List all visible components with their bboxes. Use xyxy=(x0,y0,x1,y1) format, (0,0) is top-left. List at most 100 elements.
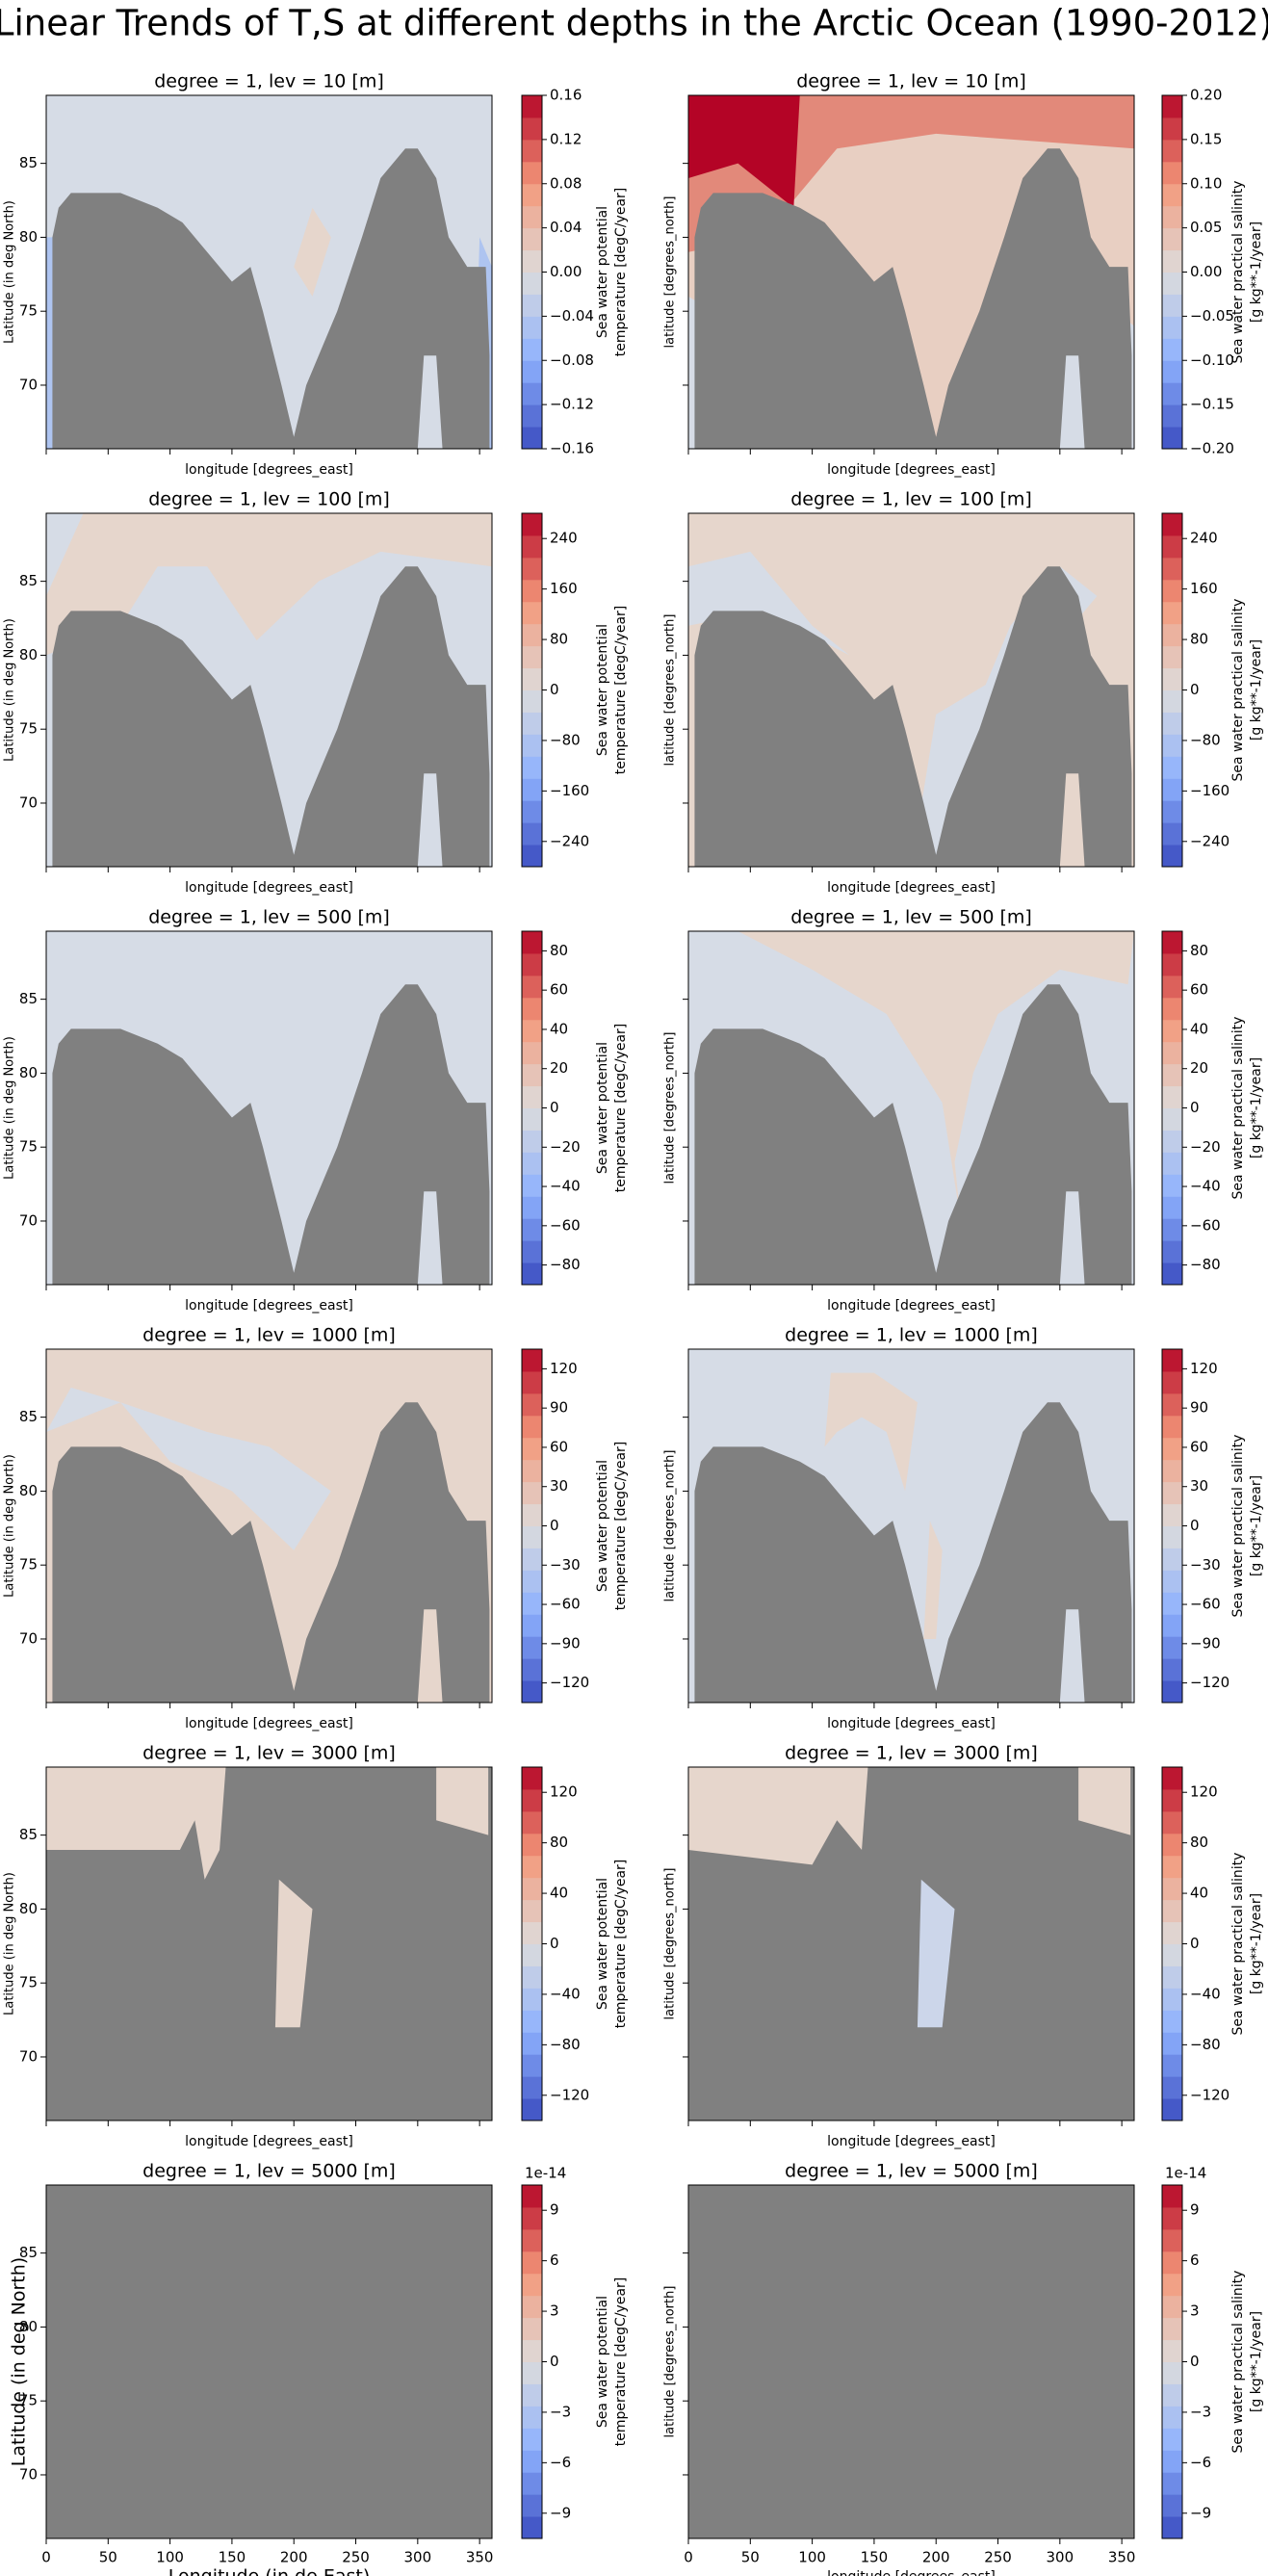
colorbar-band xyxy=(1162,2228,1182,2252)
axes-frame xyxy=(45,1348,493,1704)
colorbar-label: Sea water potential xyxy=(595,206,610,338)
colorbar-band xyxy=(522,1503,542,1526)
colorbar-tick-label: 0 xyxy=(1190,1517,1200,1534)
colorbar-band xyxy=(1162,2098,1182,2121)
colorbar-band xyxy=(522,2494,542,2517)
colorbar-band xyxy=(522,1810,542,1834)
colorbar-tick-label: 120 xyxy=(550,1360,578,1377)
colorbar-tick-label: 0 xyxy=(1190,1099,1200,1116)
axes-frame xyxy=(45,512,493,868)
colorbar-band xyxy=(522,623,542,647)
colorbar-band xyxy=(1162,1810,1182,1834)
panel: degree = 1, lev = 5000 [m] 0 50 100 150 200 25… xyxy=(9,2161,630,2576)
y-tick-label: 85 xyxy=(19,2244,38,2261)
colorbar-tick-label: −60 xyxy=(550,1596,581,1613)
x-tick-label: 350 xyxy=(466,2549,494,2566)
field xyxy=(688,1349,1134,1703)
colorbar-tick-label: 80 xyxy=(550,1834,568,1851)
y-axis-label: latitude [degrees_north] xyxy=(663,2286,678,2438)
field xyxy=(46,2185,492,2538)
colorbar-band xyxy=(1162,1262,1182,1286)
colorbar-band xyxy=(522,601,542,625)
colorbar-band xyxy=(1162,1240,1182,1263)
colorbar-tick-label: 0.00 xyxy=(1190,263,1222,280)
colorbar-tick-label: 80 xyxy=(550,942,568,959)
x-tick-label: 0 xyxy=(41,2549,51,2566)
x-tick-label: 200 xyxy=(280,2549,308,2566)
colorbar-band xyxy=(522,2317,542,2341)
colorbar-tick-label: 0.05 xyxy=(1190,219,1222,236)
colorbar-band xyxy=(522,1965,542,1989)
y-axis-label: Latitude (in deg North) xyxy=(3,1454,17,1598)
colorbar-tick-label: −120 xyxy=(1190,1674,1229,1691)
colorbar-band xyxy=(522,1943,542,1966)
x-axis-label: longitude [degrees_east] xyxy=(827,2569,996,2576)
x-tick-label: 100 xyxy=(798,2549,826,2566)
colorbar-tick-label: 30 xyxy=(550,1477,568,1495)
colorbar-tick-label: 0 xyxy=(1190,2353,1200,2370)
panel: degree = 1, lev = 1000 [m] 70 75 80 85 longit… xyxy=(3,1325,630,1732)
colorbar-band xyxy=(522,338,542,361)
colorbar-band xyxy=(1162,2383,1182,2407)
x-tick-label: 250 xyxy=(984,2549,1012,2566)
colorbar-band xyxy=(522,2206,542,2230)
y-tick-label: 85 xyxy=(19,1408,38,1425)
colorbar-band xyxy=(522,1877,542,1901)
x-axis-label: longitude [degrees_east] xyxy=(827,1716,996,1731)
panel: degree = 1, lev = 10 [m] longitude [degre… xyxy=(663,71,1265,479)
colorbar-band xyxy=(522,931,542,954)
field xyxy=(46,1349,492,1703)
colorbar-band xyxy=(522,1921,542,1944)
y-axis-label: Latitude (in deg North) xyxy=(3,200,17,344)
colorbar-band xyxy=(1162,1548,1182,1571)
colorbar-band xyxy=(1162,1152,1182,1175)
panel-title: degree = 1, lev = 1000 [m] xyxy=(142,1325,396,1346)
colorbar-band xyxy=(1162,667,1182,690)
colorbar-band xyxy=(522,1788,542,1812)
land-mask xyxy=(694,1402,1132,1703)
field xyxy=(46,513,492,867)
axes-frame xyxy=(687,1766,1135,2121)
y-tick-label: 85 xyxy=(19,1826,38,1843)
colorbar-band xyxy=(1162,294,1182,317)
y-tick-label: 75 xyxy=(19,2392,38,2409)
axes-frame xyxy=(687,1348,1135,1704)
colorbar-band xyxy=(522,139,542,163)
field xyxy=(46,931,492,1285)
colorbar-tick-label: −60 xyxy=(550,1216,581,1234)
panel-title: degree = 1, lev = 500 [m] xyxy=(148,907,390,928)
colorbar-band xyxy=(522,778,542,801)
colorbar-tick-label: 0.08 xyxy=(550,174,582,192)
y-axis-label: latitude [degrees_north] xyxy=(663,614,678,767)
colorbar-band xyxy=(522,690,542,713)
colorbar-tick-label: −240 xyxy=(550,832,589,849)
colorbar-band xyxy=(522,2516,542,2539)
colorbar-band xyxy=(522,1370,542,1394)
y-tick-label: 80 xyxy=(19,1482,38,1499)
colorbar-band xyxy=(522,534,542,559)
y-tick-label: 80 xyxy=(19,646,38,664)
colorbar-band xyxy=(1162,534,1182,559)
colorbar-tick-label: −9 xyxy=(1190,2504,1211,2521)
colorbar-tick-label: 9 xyxy=(550,2201,559,2219)
colorbar-tick-label: −40 xyxy=(1190,1985,1221,2002)
colorbar-tick-label: 0 xyxy=(550,1935,559,1952)
axes-frame xyxy=(687,512,1135,868)
colorbar-tick-label: −90 xyxy=(1190,1634,1221,1652)
colorbar-band xyxy=(522,427,542,450)
colorbar-tick-label: −40 xyxy=(550,1178,581,1195)
colorbar-band xyxy=(1162,2450,1182,2473)
colorbar-band xyxy=(522,1063,542,1087)
colorbar-band xyxy=(1162,952,1182,976)
x-tick-label: 300 xyxy=(1047,2549,1074,2566)
colorbar-label: temperature [degC/year] xyxy=(613,188,629,357)
colorbar-band xyxy=(1162,1085,1182,1108)
colorbar-band xyxy=(1162,1877,1182,1901)
colorbar-band xyxy=(522,1240,542,1263)
colorbar-band xyxy=(1162,95,1182,118)
colorbar-tick-label: 40 xyxy=(1190,1020,1208,1037)
y-axis-label: latitude [degrees_north] xyxy=(663,1868,678,2020)
colorbar-label: Sea water potential xyxy=(595,1878,610,2010)
colorbar-band xyxy=(1162,1921,1182,1944)
colorbar-band xyxy=(1162,1196,1182,1219)
